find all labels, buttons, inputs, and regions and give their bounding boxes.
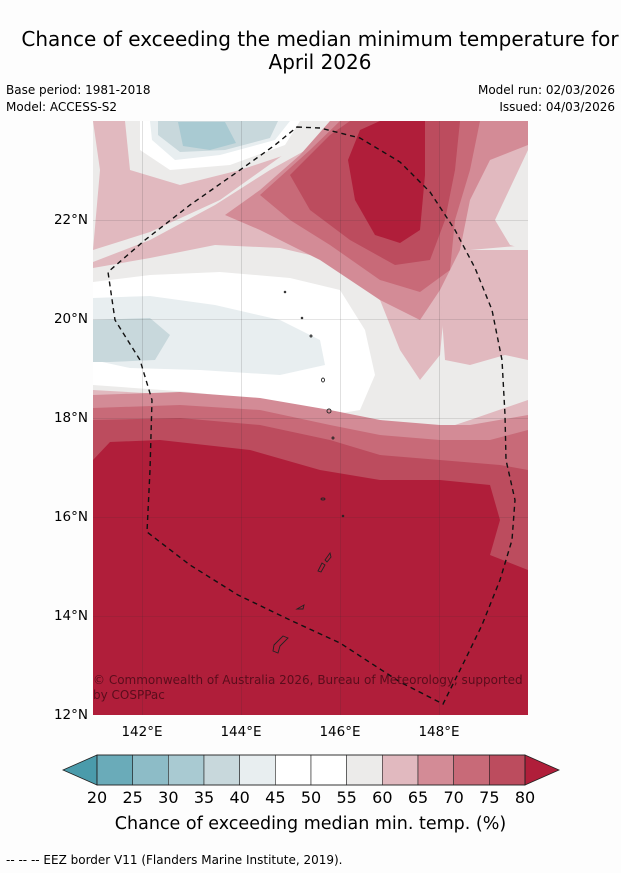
- sarigan-island: [341, 514, 345, 518]
- colorbar-tick-label: 45: [265, 788, 286, 807]
- colorbar-segment: [168, 754, 205, 786]
- colorbar-tick-label: 80: [514, 788, 536, 807]
- lon-label-148e: 148°E: [418, 724, 460, 740]
- maug-island: [300, 316, 304, 320]
- colorbar-segment: [417, 754, 454, 786]
- lon-label-146e: 146°E: [319, 724, 361, 740]
- colorbar-tick-label: 55: [336, 788, 357, 807]
- colorbar: [62, 754, 560, 786]
- model-name: Model: ACCESS-S2: [6, 100, 118, 114]
- probability-field-35-40-west: [93, 318, 170, 362]
- probability-field-80-plus-south: [93, 440, 528, 715]
- colorbar-frame: [96, 754, 526, 786]
- anatahan-island: [320, 497, 326, 501]
- colorbar-segment: [275, 754, 312, 786]
- colorbar-segment: [346, 754, 383, 786]
- agrihan-island: [321, 377, 325, 383]
- colorbar-segment: [489, 754, 526, 786]
- graticule: [93, 121, 528, 715]
- guam-island: [272, 635, 289, 654]
- colorbar-tick-label: 25: [122, 788, 143, 807]
- eez-border: [107, 126, 516, 705]
- saipan-island: [324, 551, 332, 563]
- colorbar-segment: [132, 754, 169, 786]
- colorbar-tick-label: 40: [229, 788, 250, 807]
- colorbar-tick-label: 50: [300, 788, 322, 807]
- colorbar-tick-label: 30: [158, 788, 179, 807]
- rota-island: [295, 604, 305, 610]
- tinian-island: [317, 562, 326, 573]
- pagan-island: [326, 408, 332, 414]
- title-line-2: April 2026: [268, 50, 372, 74]
- lat-label-22n: 22°N: [53, 212, 88, 228]
- colorbar-tick-label: 70: [443, 788, 464, 807]
- model-run: Model run: 02/03/2026: [477, 83, 615, 97]
- colorbar-segment: [382, 754, 419, 786]
- colorbar-segment: [203, 754, 240, 786]
- probability-field-80-plus-north: [348, 121, 425, 243]
- islands: [272, 290, 345, 654]
- base-period: Base period: 1981-2018: [6, 83, 151, 97]
- colorbar-tick-label: 35: [193, 788, 215, 807]
- lat-label-12n: 12°N: [53, 707, 88, 723]
- asuncion-island: [309, 334, 313, 338]
- map-area: [93, 121, 528, 715]
- lat-label-16n: 16°N: [53, 509, 88, 525]
- title-line-1: Chance of exceeding the median minimum t…: [21, 27, 619, 51]
- probability-field-60-65-east: [440, 250, 528, 365]
- colorbar-segment: [310, 754, 347, 786]
- colorbar-tick-label: 20: [86, 788, 108, 807]
- map-title: Chance of exceeding the median minimum t…: [0, 28, 621, 74]
- colorbar-tick-label: 75: [479, 788, 500, 807]
- colorbar-label: Chance of exceeding median min. temp. (%…: [114, 814, 507, 834]
- copyright-notice: © Commonwealth of Australia 2026, Bureau…: [93, 673, 523, 702]
- lon-label-142e: 142°E: [121, 724, 163, 740]
- lat-label-18n: 18°N: [53, 410, 88, 426]
- lat-label-14n: 14°N: [53, 608, 88, 624]
- colorbar-tick-label: 65: [407, 788, 429, 807]
- farallon-island: [283, 290, 287, 294]
- colorbar-tick-label: 60: [372, 788, 393, 807]
- lat-label-20n: 20°N: [53, 311, 88, 327]
- alamagan-island: [331, 436, 335, 440]
- colorbar-segment: [96, 754, 133, 786]
- colorbar-above-arrow: [524, 754, 560, 786]
- colorbar-segments: [96, 754, 526, 786]
- issued-date: Issued: 04/03/2026: [499, 100, 615, 114]
- colorbar-below-arrow: [62, 754, 98, 786]
- colorbar-segment: [453, 754, 490, 786]
- colorbar-segment: [239, 754, 276, 786]
- eez-legend-note: -- -- -- EEZ border V11 (Flanders Marine…: [6, 853, 343, 867]
- probability-field-30-35-north: [178, 122, 236, 150]
- probability-field-55-60-east-strip: [495, 150, 528, 250]
- lon-label-144e: 144°E: [220, 724, 262, 740]
